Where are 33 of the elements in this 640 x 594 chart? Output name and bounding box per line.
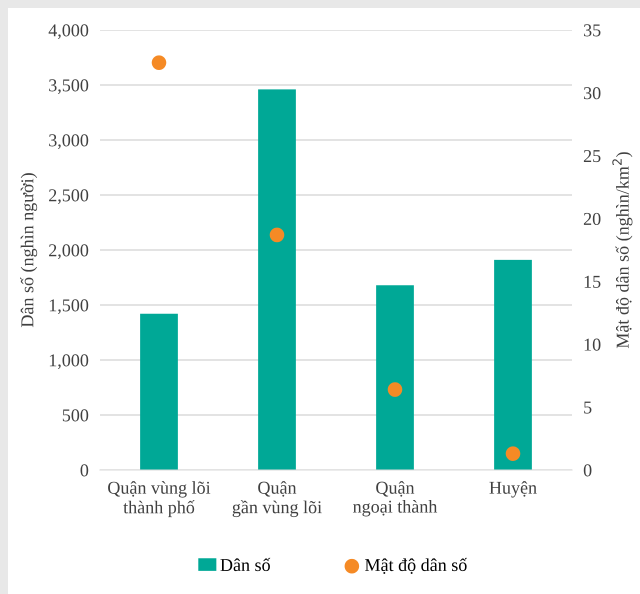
point <box>270 228 284 242</box>
y-tick-label: 4,000 <box>48 24 88 40</box>
bar <box>494 260 532 470</box>
point <box>506 446 520 461</box>
legend-label: Mật độ dân số <box>365 558 468 574</box>
y2-tick-label: 5 <box>584 402 592 414</box>
y-tick-label: 1,000 <box>50 354 88 370</box>
legend-label: Dân số <box>220 558 270 572</box>
bar <box>258 89 296 470</box>
y2-tick-label: 0 <box>584 464 592 476</box>
y2-tick-label: 20 <box>584 212 600 226</box>
y-tick-label: 0 <box>80 464 88 476</box>
y-tick-label: 2,000 <box>49 244 88 260</box>
y-tick-label: 2,500 <box>49 189 88 204</box>
point <box>388 382 402 397</box>
x-tick-label: Quận ngoại thành <box>353 481 438 516</box>
point <box>152 55 166 70</box>
y-tick-label: 500 <box>62 409 88 422</box>
y-tick-label: 1,500 <box>50 299 88 314</box>
y2-tick-label: 25 <box>584 150 600 162</box>
x-tick-label: Quận gần vùng lõi <box>232 481 322 518</box>
y-tick-label: 3,500 <box>49 79 88 94</box>
x-tick-label: Quận vùng lõi thành phố <box>108 481 210 518</box>
y2-tick-label: 35 <box>584 24 600 36</box>
y-axis-title: Dân số (nghìn người) <box>20 173 38 328</box>
x-tick-label: Huyện <box>489 481 537 498</box>
y2-tick-label: 15 <box>584 276 600 288</box>
y2-tick-label: 10 <box>584 338 600 351</box>
y2-tick-label: 30 <box>584 87 600 100</box>
y-tick-label: 3,000 <box>49 134 88 150</box>
y2-axis-title: Mật độ dân số (nghìn/km$^{2}$) <box>612 152 632 348</box>
bar <box>140 314 178 470</box>
bar <box>376 285 414 470</box>
